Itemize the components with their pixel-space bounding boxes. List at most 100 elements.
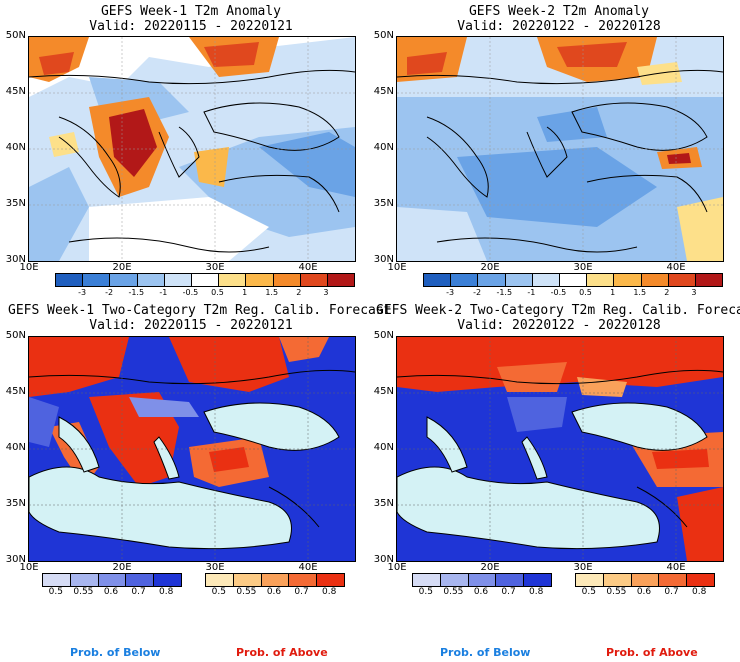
- colorbar-tick-label: 0.8: [692, 587, 707, 597]
- lat-label-40n: 40N: [373, 442, 394, 453]
- colorbar-tick-label: 0.5: [418, 587, 433, 597]
- colorbar-swatch: [137, 274, 165, 286]
- lon-label-20e: 20E: [480, 262, 500, 273]
- title-line-2: Valid: 20220122 - 20220128: [457, 19, 661, 34]
- colorbar-tick-label: -2: [473, 288, 482, 297]
- colorbar-swatch: [83, 274, 111, 286]
- colorbar-swatch: [603, 574, 632, 586]
- colorbar-swatch: [532, 274, 560, 286]
- lat-label-30n: 30N: [5, 554, 26, 565]
- lat-label-35n: 35N: [373, 198, 394, 209]
- colorbar-swatch: [43, 574, 71, 586]
- colorbar-swatch: [413, 574, 441, 586]
- anomaly-colorbar-week1: [55, 273, 355, 287]
- colorbar-swatch: [587, 274, 615, 286]
- colorbar-swatch: [614, 274, 642, 286]
- prob-below-colorbar-week2: [412, 573, 552, 587]
- colorbar-tick-label: -3: [78, 288, 87, 297]
- colorbar-swatch: [70, 574, 99, 586]
- title-line-1: GEFS Week-1 T2m Anomaly: [100, 4, 281, 19]
- lat-label-30n: 30N: [373, 254, 394, 265]
- prob-above-colorbar-week2: [575, 573, 715, 587]
- colorbar-swatch: [659, 574, 688, 586]
- lon-label-10e: 10E: [387, 262, 407, 273]
- colorbar-tick-label: 0.6: [473, 587, 489, 597]
- colorbar-swatch: [327, 274, 355, 286]
- prob-below-label: Prob. of Below: [440, 646, 531, 659]
- colorbar-swatch: [524, 574, 551, 586]
- colorbar-swatch: [206, 574, 234, 586]
- colorbar-tick-label: 0.7: [294, 587, 309, 597]
- colorbar-swatch: [261, 574, 290, 586]
- colorbar-tick-label: -2: [105, 288, 114, 297]
- title-line-2: Valid: 20220115 - 20220121: [89, 19, 293, 34]
- title-line-2: Valid: 20220115 - 20220121: [89, 318, 293, 333]
- probability-map-week1: [28, 336, 356, 562]
- colorbar-swatch: [246, 274, 274, 286]
- colorbar-tick-label: 0.5: [581, 587, 596, 597]
- colorbar-tick-label: 0.8: [322, 587, 337, 597]
- colorbar-swatch: [505, 274, 533, 286]
- anomaly-map-week1: [28, 36, 356, 262]
- lon-label-10e: 10E: [19, 262, 39, 273]
- colorbar-swatch: [233, 574, 262, 586]
- lat-label-45n: 45N: [373, 86, 394, 97]
- colorbar-swatch: [641, 274, 669, 286]
- prob-below-colorbar-week1: [42, 573, 182, 587]
- colorbar-swatch: [164, 274, 192, 286]
- lon-label-30e: 30E: [573, 562, 593, 573]
- colorbar-swatch: [695, 274, 723, 286]
- colorbar-tick-label: 0.5: [211, 587, 226, 597]
- anomaly-map-week2: [396, 36, 724, 262]
- colorbar-tick-label: 1.5: [633, 288, 647, 297]
- colorbar-tick-label: 0.5: [211, 288, 224, 297]
- panel-title: GEFS Week-2 T2m Anomaly Valid: 20220122 …: [396, 4, 722, 34]
- anomaly-colorbar-week2: [423, 273, 723, 287]
- lat-label-50n: 50N: [373, 330, 394, 341]
- lon-label-20e: 20E: [112, 562, 132, 573]
- lat-label-45n: 45N: [373, 386, 394, 397]
- colorbar-swatch: [451, 274, 479, 286]
- colorbar-swatch: [219, 274, 247, 286]
- colorbar-swatch: [559, 274, 588, 286]
- colorbar-swatch: [191, 274, 220, 286]
- colorbar-swatch: [468, 574, 497, 586]
- prob-above-label: Prob. of Above: [606, 646, 698, 659]
- title-line-1: GEFS Week-2 Two-Category T2m Reg. Calib.…: [376, 303, 740, 318]
- colorbar-swatch: [496, 574, 525, 586]
- lon-label-30e: 30E: [205, 562, 225, 573]
- prob-above-label: Prob. of Above: [236, 646, 328, 659]
- lat-label-40n: 40N: [5, 142, 26, 153]
- title-line-1: GEFS Week-1 Two-Category T2m Reg. Calib.…: [8, 303, 392, 318]
- lat-label-35n: 35N: [373, 498, 394, 509]
- colorbar-swatch: [289, 574, 318, 586]
- colorbar-swatch: [98, 574, 127, 586]
- colorbar-tick-label: 0.7: [664, 587, 679, 597]
- colorbar-tick-label: 1.5: [265, 288, 279, 297]
- colorbar-swatch: [154, 574, 181, 586]
- colorbar-swatch: [126, 574, 155, 586]
- lon-label-40e: 40E: [298, 562, 318, 573]
- lat-label-50n: 50N: [5, 330, 26, 341]
- colorbar-tick-label: -1.5: [128, 288, 145, 297]
- colorbar-tick-label: 0.55: [73, 587, 94, 597]
- colorbar-tick-label: 1: [242, 288, 248, 297]
- colorbar-swatch: [687, 574, 714, 586]
- colorbar-tick-label: 0.6: [103, 587, 119, 597]
- panel-title: GEFS Week-1 Two-Category T2m Reg. Calib.…: [8, 303, 392, 333]
- colorbar-tick-label: 0.8: [159, 587, 174, 597]
- lat-label-50n: 50N: [373, 30, 394, 41]
- lat-label-30n: 30N: [373, 554, 394, 565]
- colorbar-tick-label: 0.7: [131, 587, 146, 597]
- colorbar-swatch: [424, 274, 452, 286]
- prob-below-label: Prob. of Below: [70, 646, 161, 659]
- lon-label-40e: 40E: [298, 262, 318, 273]
- lat-label-45n: 45N: [5, 86, 26, 97]
- colorbar-tick-label: 0.7: [501, 587, 516, 597]
- lon-label-30e: 30E: [205, 262, 225, 273]
- lat-label-35n: 35N: [5, 498, 26, 509]
- colorbar-swatch: [300, 274, 328, 286]
- panel-title: GEFS Week-1 T2m Anomaly Valid: 20220115 …: [28, 4, 354, 34]
- colorbar-swatch: [668, 274, 696, 286]
- colorbar-tick-label: 0.8: [529, 587, 544, 597]
